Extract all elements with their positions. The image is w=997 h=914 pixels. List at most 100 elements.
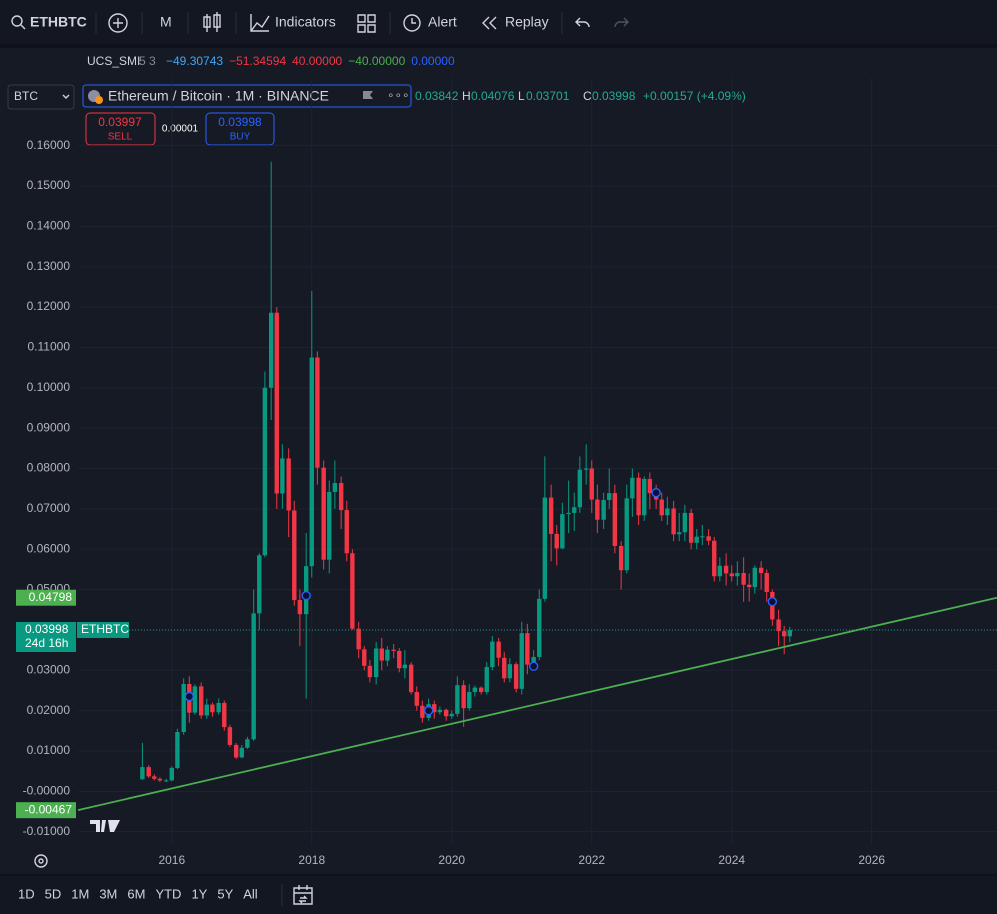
candle-body bbox=[169, 767, 174, 781]
sell-button[interactable]: 0.03997 SELL bbox=[85, 112, 156, 146]
bottom-bar bbox=[0, 876, 997, 914]
alert-icon bbox=[403, 14, 421, 32]
interval-button[interactable]: M bbox=[160, 14, 172, 30]
add-icon bbox=[113, 18, 123, 28]
more: ∘∘∘ bbox=[387, 88, 410, 102]
replay-icon bbox=[482, 16, 497, 30]
ohlc-label: C bbox=[583, 89, 592, 103]
alert-button[interactable]: Alert bbox=[403, 14, 457, 32]
settings-button[interactable] bbox=[34, 854, 48, 868]
candle-body bbox=[397, 650, 402, 669]
timeframe-button[interactable]: 5D bbox=[45, 886, 62, 901]
timeframe-button[interactable]: 5Y bbox=[217, 886, 233, 901]
add-symbol[interactable] bbox=[108, 13, 128, 33]
candle-body bbox=[531, 656, 536, 665]
candle-body bbox=[712, 540, 717, 577]
undo-button[interactable] bbox=[575, 17, 590, 28]
tv-logo[interactable] bbox=[90, 820, 120, 832]
y-tick-label: -0.00000 bbox=[23, 784, 71, 798]
candle-body bbox=[776, 619, 781, 632]
replay-label: Replay bbox=[505, 14, 549, 30]
candle-body bbox=[239, 747, 244, 758]
signal-marker bbox=[423, 705, 434, 716]
y-tick-label: 0.02000 bbox=[27, 703, 71, 717]
gear-icon bbox=[34, 854, 48, 868]
indicator-legend[interactable]: UCS_SMI 5 3 −49.30743 −51.34594 40.00000 −4… bbox=[87, 54, 455, 68]
candle-body bbox=[484, 667, 489, 693]
spread: 0.00001 bbox=[162, 124, 199, 135]
calendar-icon bbox=[293, 885, 313, 905]
indicator-value: −51.34594 bbox=[229, 54, 286, 68]
candle-body bbox=[525, 633, 530, 665]
candle-body bbox=[490, 641, 495, 668]
chart-area bbox=[0, 48, 997, 874]
timeframe-button[interactable]: 3M bbox=[99, 886, 117, 901]
sell-box bbox=[85, 112, 156, 146]
candle-body bbox=[472, 687, 478, 693]
y-tick-label: 0.10000 bbox=[27, 380, 71, 394]
candle-body bbox=[391, 649, 396, 651]
candle-body bbox=[502, 657, 507, 679]
candle-body bbox=[758, 567, 764, 574]
x-tick-label: 2026 bbox=[858, 853, 885, 867]
candle-body bbox=[268, 312, 274, 388]
toolbar-gap bbox=[0, 44, 997, 48]
currency-select[interactable]: BTC bbox=[7, 84, 75, 110]
indicator-name: UCS_SMI bbox=[87, 54, 140, 68]
x-tick-label: 2022 bbox=[578, 853, 605, 867]
candle-body bbox=[542, 497, 548, 599]
candle-body bbox=[764, 573, 769, 592]
buy-button[interactable]: 0.03998 BUY bbox=[205, 112, 275, 146]
ohlc-low: 0.03701 bbox=[526, 89, 570, 103]
candle-body bbox=[262, 387, 268, 556]
candle-body bbox=[251, 613, 256, 740]
indicator-value: −49.30743 bbox=[166, 54, 223, 68]
timeframe-button[interactable]: 1M bbox=[71, 886, 89, 901]
candle-body bbox=[752, 567, 758, 588]
candle-body bbox=[198, 686, 204, 716]
toolbar bbox=[0, 0, 997, 44]
alert-icon bbox=[411, 18, 416, 24]
layout-button[interactable] bbox=[357, 14, 376, 33]
symbol-search[interactable]: ETHBTC bbox=[11, 14, 87, 30]
indicator-value: 0.00000 bbox=[411, 54, 455, 68]
timeframe-button[interactable]: All bbox=[243, 886, 258, 901]
candle-body bbox=[332, 483, 338, 492]
date-range-button[interactable] bbox=[293, 885, 313, 905]
timeframe-button[interactable]: 6M bbox=[127, 886, 145, 901]
timeframe-button[interactable]: YTD bbox=[155, 886, 181, 901]
trend-label-box bbox=[16, 802, 76, 819]
indicators-button[interactable]: Indicators bbox=[250, 14, 336, 32]
candle-body bbox=[589, 468, 594, 500]
candle-body bbox=[688, 512, 694, 543]
candle-body bbox=[496, 641, 501, 658]
candle-body bbox=[257, 555, 262, 614]
replay-button[interactable]: Replay bbox=[482, 14, 549, 30]
search-icon bbox=[20, 24, 26, 30]
candle-body bbox=[624, 498, 629, 571]
candle-body bbox=[572, 507, 577, 513]
candle-body bbox=[175, 732, 180, 768]
candle-body bbox=[315, 357, 320, 468]
signal-marker bbox=[767, 596, 778, 607]
chart-type-button[interactable] bbox=[203, 12, 221, 32]
x-tick-label: 2024 bbox=[718, 853, 745, 867]
candle-body bbox=[747, 584, 752, 588]
candle-body bbox=[321, 467, 326, 560]
y-tick-label: 0.01000 bbox=[27, 743, 71, 757]
gear-icon bbox=[38, 858, 44, 864]
candle-body bbox=[717, 565, 723, 577]
candle-body bbox=[303, 566, 309, 615]
chevron bbox=[62, 94, 70, 99]
redo-button[interactable] bbox=[614, 17, 629, 28]
candle-body bbox=[706, 536, 711, 541]
candle-body bbox=[309, 357, 314, 567]
timeframe-button[interactable]: 1Y bbox=[191, 886, 207, 901]
candle-body bbox=[274, 312, 279, 494]
candle-body bbox=[478, 687, 484, 693]
candle-body bbox=[402, 664, 408, 669]
candle-body bbox=[449, 713, 454, 717]
symbol-title[interactable]: Ethereum / Bitcoin · 1M · BINANCE ∘∘∘ bbox=[82, 84, 412, 108]
y-tick-label: 0.13000 bbox=[27, 259, 71, 273]
timeframe-button[interactable]: 1D bbox=[18, 886, 35, 901]
